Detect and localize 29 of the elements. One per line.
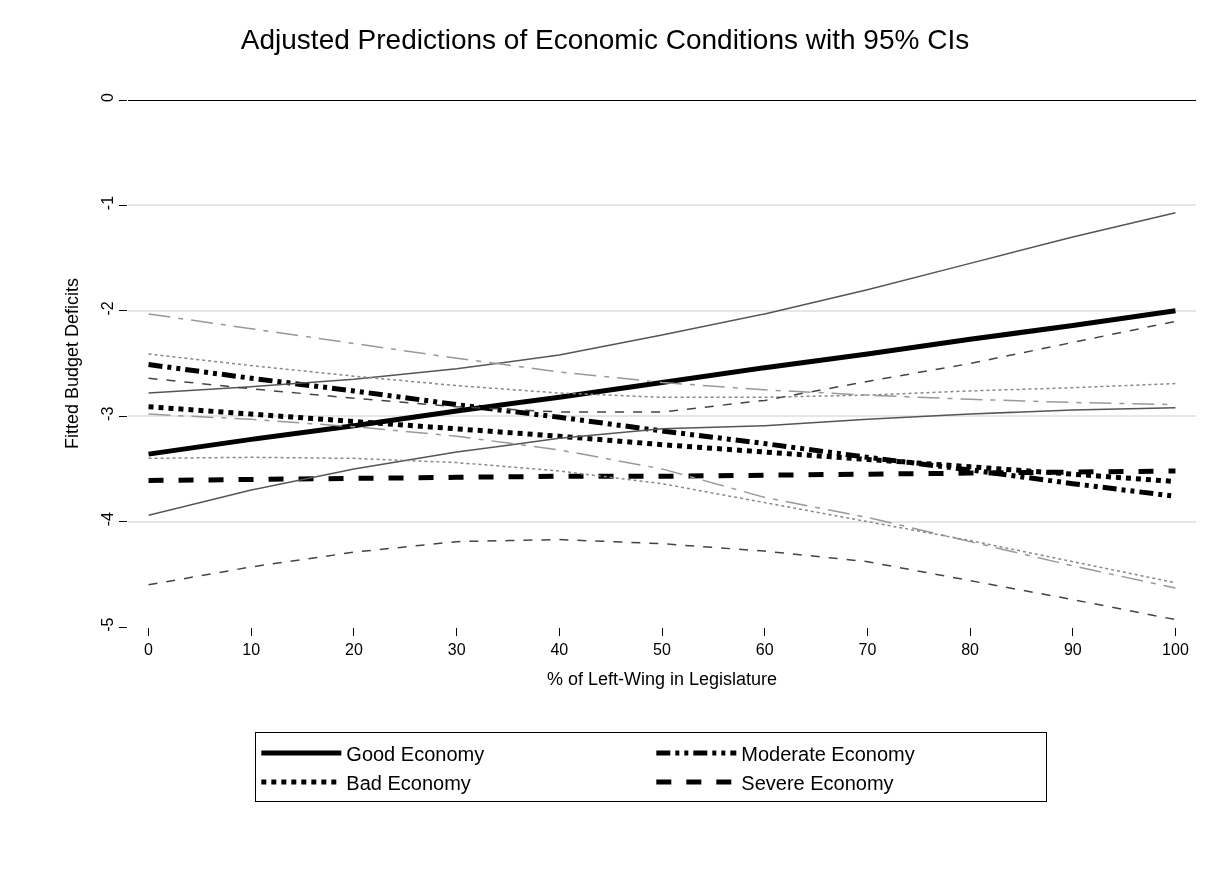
legend-label: Bad Economy <box>346 771 471 794</box>
y-tick-label: -4 <box>98 511 116 527</box>
x-tick-label: 60 <box>755 641 774 659</box>
x-tick-label: 70 <box>858 641 877 659</box>
x-tick-label: 90 <box>1063 641 1082 659</box>
y-tick-label: -5 <box>98 617 116 632</box>
chart-title: Adjusted Predictions of Economic Conditions with 95% CIs <box>240 24 970 56</box>
legend-label: Moderate Economy <box>741 742 915 765</box>
y-tick-label: 0 <box>98 93 116 103</box>
y-axis-title: Fitted Budget Deficits <box>61 277 82 450</box>
x-tick-label: 30 <box>447 641 466 659</box>
x-axis-title: % of Left-Wing in Legislature <box>546 669 778 690</box>
line-series <box>147 407 1177 517</box>
x-tick-label: 100 <box>1162 641 1189 659</box>
x-tick-label: 80 <box>961 641 980 659</box>
legend-label: Good Economy <box>346 742 485 765</box>
y-tick-label: -2 <box>98 301 116 316</box>
y-tick-label: -1 <box>98 195 116 211</box>
x-tick-label: 10 <box>242 641 261 659</box>
x-tick-label: 20 <box>345 641 363 659</box>
y-tick-label: -3 <box>98 406 116 421</box>
x-tick-label: 40 <box>550 641 569 659</box>
line-series <box>147 413 1177 589</box>
line-series <box>147 538 1177 621</box>
x-tick-label: 50 <box>653 641 671 659</box>
x-tick-label: 0 <box>144 641 154 659</box>
line-series <box>147 212 1177 394</box>
legend-label: Severe Economy <box>741 771 894 794</box>
line-series <box>147 353 1177 398</box>
